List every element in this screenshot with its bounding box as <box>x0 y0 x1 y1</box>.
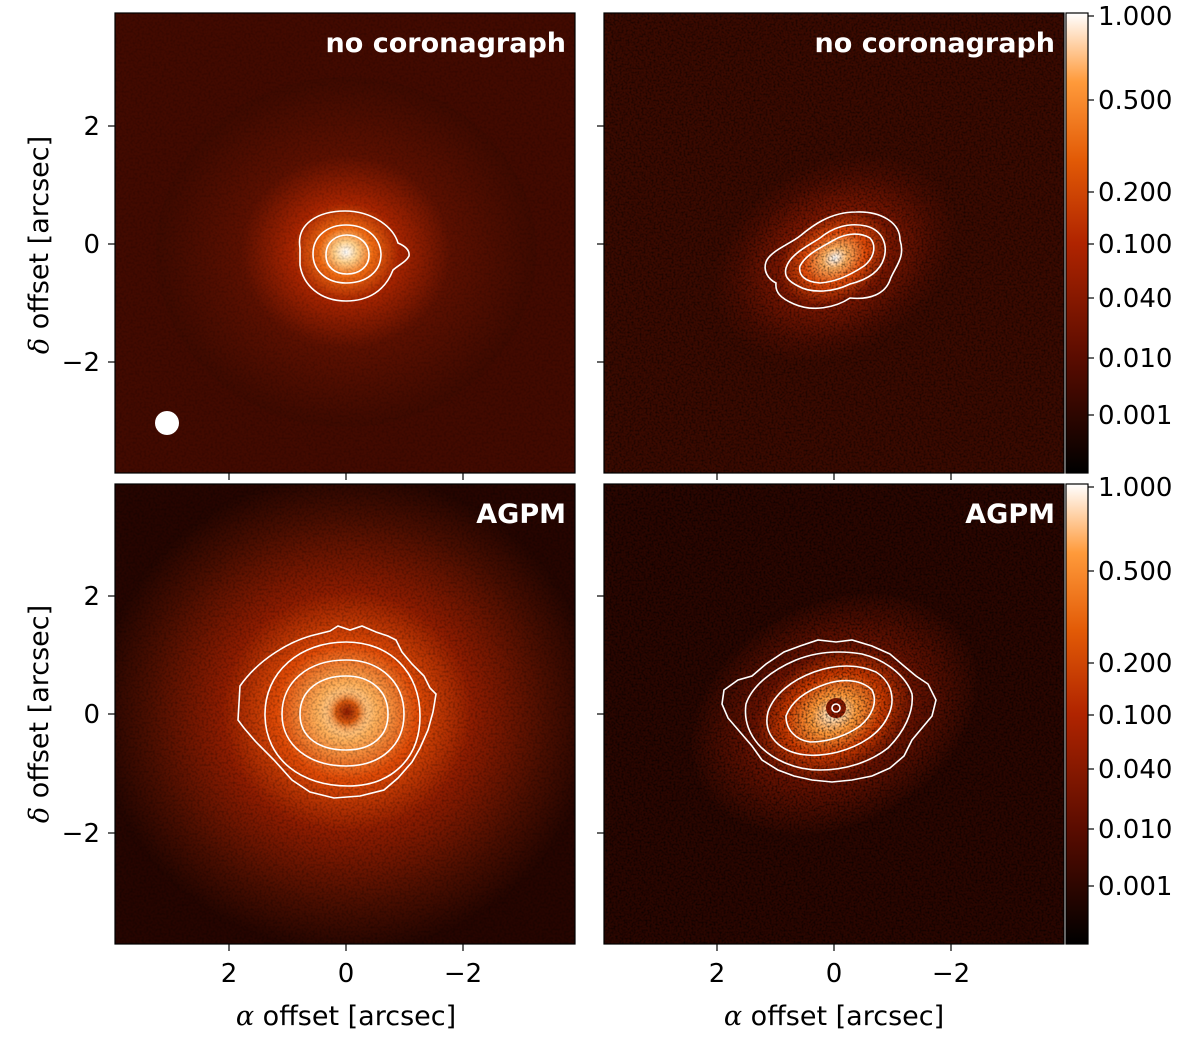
y-axis-label: δ offset [arcsec] <box>24 136 55 354</box>
contour-center <box>831 703 841 713</box>
x-axis-label: α offset [arcsec] <box>724 1001 944 1032</box>
colorbar-gradient <box>1065 483 1089 945</box>
colorbar-tick-label: 1.000 <box>1098 2 1172 32</box>
colorbar-tick-label: 0.500 <box>1098 86 1172 116</box>
y-tick-marks <box>597 595 604 834</box>
contour-middle <box>312 224 382 284</box>
heatmap-image: no coronagraph <box>115 13 575 473</box>
x-tick-label: 2 <box>221 959 238 989</box>
colorbar-bottom: 1.000 0.500 0.200 0.100 0.040 0.010 0.00… <box>1065 473 1172 945</box>
x-tick-marks <box>228 944 464 951</box>
y-tick-label: −2 <box>62 348 100 378</box>
contour-middle <box>744 651 913 771</box>
x-tick-label: 0 <box>826 959 843 989</box>
colorbar-tick-label: 0.100 <box>1098 230 1172 260</box>
colorbar-tick-label: 0.040 <box>1098 284 1172 314</box>
y-axis-label: δ offset [arcsec] <box>24 605 55 823</box>
contour-middle <box>784 223 886 292</box>
panel-bottom-right: AGPM 2 0 −2 α offset [arcsec] <box>597 483 1065 1032</box>
contour-inner-2 <box>299 675 389 751</box>
colorbar-gradient <box>1065 12 1089 474</box>
panel-label: no coronagraph <box>815 28 1055 59</box>
colorbar-tick-label: 0.040 <box>1098 755 1172 785</box>
contour-middle <box>264 641 421 787</box>
colorbar-tick-marks <box>1088 486 1094 887</box>
colorbar-tick-marks <box>1088 15 1094 416</box>
y-tick-label: 0 <box>83 700 100 730</box>
beam-marker <box>155 411 179 435</box>
heatmap-image: no coronagraph <box>604 13 1064 473</box>
panel-top-left: no coronagraph 2 0 −2 δ offset [arcsec] <box>24 12 576 480</box>
y-tick-marks <box>108 125 115 363</box>
heatmap-image: AGPM <box>604 484 1064 944</box>
x-axis-label: α offset [arcsec] <box>236 1001 456 1032</box>
y-tick-marks <box>597 125 604 363</box>
contour-outer <box>764 211 903 310</box>
y-tick-marks <box>108 595 115 834</box>
colorbar-tick-label: 0.200 <box>1098 178 1172 208</box>
panel-bottom-left: AGPM 2 0 −2 2 0 −2 δ offset [arcsec] α o… <box>24 483 576 1032</box>
contour-outer <box>298 210 410 302</box>
x-tick-label: 0 <box>338 959 355 989</box>
x-tick-label: 2 <box>709 959 726 989</box>
y-tick-label: 2 <box>83 582 100 612</box>
axes-frame <box>114 12 576 474</box>
colorbar-tick-label: 0.500 <box>1098 557 1172 587</box>
colorbar-tick-label: 0.100 <box>1098 701 1172 731</box>
contour-inner-1 <box>281 659 405 767</box>
colorbar-tick-label: 0.010 <box>1098 344 1172 374</box>
heatmap-image: AGPM <box>115 484 575 944</box>
colorbar-tick-label: 0.001 <box>1098 401 1172 431</box>
colorbar-tick-label: 0.001 <box>1098 872 1172 902</box>
colorbar-tick-label: 1.000 <box>1098 473 1172 503</box>
colorbar-tick-label: 0.010 <box>1098 815 1172 845</box>
x-tick-marks <box>228 473 464 480</box>
panel-label: no coronagraph <box>326 28 566 59</box>
panel-label: AGPM <box>965 499 1055 530</box>
panel-top-right: no coronagraph <box>597 12 1065 480</box>
colorbar-top: 1.000 0.500 0.200 0.100 0.040 0.010 0.00… <box>1065 2 1172 474</box>
contour-inner <box>798 233 875 284</box>
x-tick-marks <box>716 944 952 951</box>
colorbar-tick-label: 0.200 <box>1098 649 1172 679</box>
contour-outer <box>721 639 937 783</box>
x-tick-label: −2 <box>444 959 482 989</box>
x-tick-marks <box>716 473 952 480</box>
y-tick-label: −2 <box>62 819 100 849</box>
contour-inner <box>325 234 370 275</box>
contour-inner-2 <box>785 679 876 743</box>
y-tick-label: 2 <box>83 112 100 142</box>
contour-outer <box>237 625 437 799</box>
contour-inner-1 <box>766 665 893 757</box>
y-tick-label: 0 <box>83 230 100 260</box>
panel-label: AGPM <box>476 499 566 530</box>
x-tick-label: −2 <box>932 959 970 989</box>
